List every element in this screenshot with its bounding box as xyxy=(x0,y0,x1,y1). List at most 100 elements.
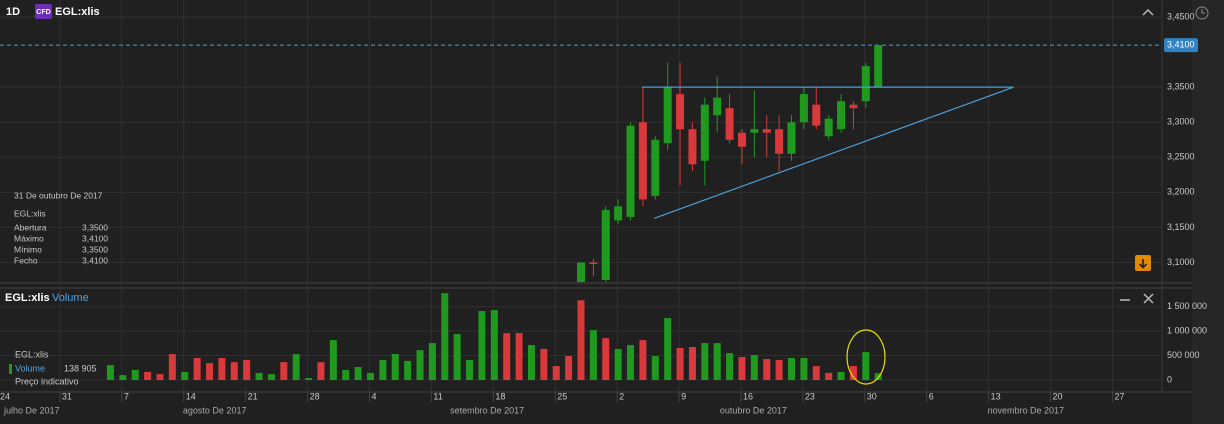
volume-bar xyxy=(230,362,238,381)
volume-bar xyxy=(825,372,833,381)
candle-body xyxy=(688,129,697,165)
labels: 24 31 7 14 21 28 4 11 18 25 2 9 16 23 30 6 13 20 27 julho D… xyxy=(0,11,1207,415)
candle-body xyxy=(874,45,883,88)
y-tick-label: 3,3500 xyxy=(1167,82,1195,92)
last-price-label: 3,4100 xyxy=(1167,39,1195,49)
volume-bar xyxy=(639,340,647,381)
highlight-ellipse xyxy=(846,329,886,385)
legend-swatch xyxy=(9,364,12,374)
volume-bar xyxy=(763,358,771,381)
volume-bar xyxy=(255,372,263,381)
x-tick-label: 20 xyxy=(1053,391,1063,401)
candle-body xyxy=(601,209,610,280)
info-label: Fecho xyxy=(14,255,38,265)
volume-bar xyxy=(874,373,882,381)
y-tick-label: 3,3000 xyxy=(1167,117,1195,127)
volume-bar xyxy=(453,334,461,381)
y-tick-label: 3,2500 xyxy=(1167,152,1195,162)
badge-bg xyxy=(35,4,52,19)
volume-bar xyxy=(527,345,535,381)
month-label: novembro De 2017 xyxy=(988,405,1065,415)
x-tick-label: 28 xyxy=(310,391,320,401)
volume-bar xyxy=(193,358,201,381)
info-label: Máximo xyxy=(14,233,44,243)
x-tick-label: 23 xyxy=(805,391,815,401)
month-label: setembro De 2017 xyxy=(450,405,524,415)
y-tick-label: 1 500 000 xyxy=(1167,301,1207,311)
volume-bar xyxy=(627,345,635,381)
grid xyxy=(0,0,1162,392)
last-price-badge xyxy=(1164,38,1198,53)
x-tick-label: 30 xyxy=(867,391,877,401)
collapse-button[interactable] xyxy=(1142,8,1154,16)
y-tick-label: 3,4500 xyxy=(1167,11,1195,21)
candle-body xyxy=(861,66,870,102)
x-tick-label: 7 xyxy=(124,391,129,401)
x-tick-label: 2 xyxy=(619,391,624,401)
interval[interactable]: 1D xyxy=(6,6,20,18)
volume-bar xyxy=(428,343,436,381)
volume-bar xyxy=(862,352,870,381)
x-tick-label: 27 xyxy=(1114,391,1124,401)
volume-bar xyxy=(292,354,300,381)
volume-bar xyxy=(738,357,746,381)
volume-bar xyxy=(354,367,362,381)
volume-bar xyxy=(206,363,214,381)
info-label: Mínimo xyxy=(14,244,42,254)
legend-note: Preço indicativo xyxy=(15,376,79,386)
candle-body xyxy=(750,129,759,133)
x-tick-label: 31 xyxy=(62,391,72,401)
x-tick-label: 13 xyxy=(991,391,1001,401)
x-tick-label: 4 xyxy=(371,391,376,401)
clock-hands xyxy=(1201,9,1205,14)
volume-bar xyxy=(218,358,226,381)
y-tick-label: 0 xyxy=(1167,374,1172,384)
price-plot xyxy=(577,45,1014,282)
info-date: 31 De outubro De 2017 xyxy=(14,190,103,200)
candle-body xyxy=(651,139,660,196)
volume-bar xyxy=(243,359,251,381)
volume-bar xyxy=(131,369,139,381)
volume-bar xyxy=(701,343,709,381)
volume-bar xyxy=(812,366,820,381)
candle-body xyxy=(700,104,709,161)
volume-bar xyxy=(144,371,152,381)
x-tick-label: 18 xyxy=(495,391,505,401)
y-tick-label: 1 000 000 xyxy=(1167,325,1207,335)
candle-body xyxy=(737,132,746,147)
month-label: agosto De 2017 xyxy=(183,405,247,415)
badge: CFD xyxy=(36,9,50,16)
candle-body xyxy=(849,104,858,109)
x-tick-label: 25 xyxy=(557,391,567,401)
clock-icon[interactable] xyxy=(1195,6,1209,20)
volume-bar xyxy=(540,348,548,381)
volume-bar xyxy=(503,333,511,381)
y-tick-label: 500 000 xyxy=(1167,350,1200,360)
volume-bar xyxy=(342,369,350,381)
candle-body xyxy=(676,94,685,130)
volume-bar xyxy=(156,374,164,381)
volume-bar xyxy=(404,360,412,381)
volume-bar xyxy=(305,378,313,381)
close-button[interactable] xyxy=(1143,293,1154,304)
info-label: Abertura xyxy=(14,222,47,232)
volume-bar xyxy=(614,348,622,381)
volume-bar xyxy=(849,366,857,381)
volume-bar xyxy=(713,343,721,381)
info-value: 3,3500 xyxy=(82,244,108,254)
volume-bar xyxy=(750,355,758,381)
trend-line xyxy=(654,86,1014,219)
volume-bar xyxy=(379,359,387,381)
volume-bar xyxy=(726,353,734,381)
x-tick-label: 16 xyxy=(743,391,753,401)
candle-body xyxy=(824,118,833,137)
x-tick-label: 11 xyxy=(433,391,442,401)
volume-bar xyxy=(391,354,399,381)
candle-body xyxy=(799,94,808,123)
y-tick-label: 3,2000 xyxy=(1167,187,1195,197)
month-label: julho De 2017 xyxy=(3,405,60,415)
volume-bar xyxy=(441,293,449,381)
volume-bar xyxy=(267,374,275,381)
candle-body xyxy=(663,87,672,144)
volume-bar xyxy=(181,371,189,381)
